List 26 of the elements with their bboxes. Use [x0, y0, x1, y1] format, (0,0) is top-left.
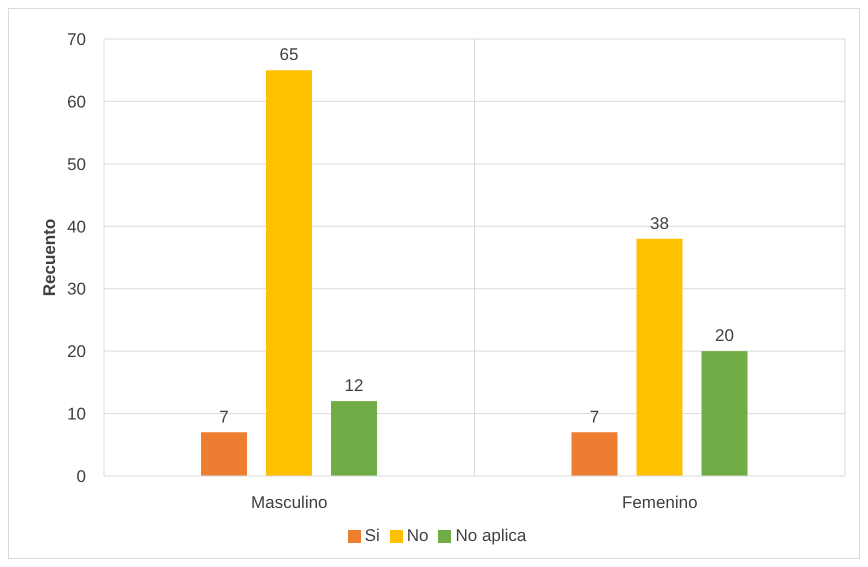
x-tick-label: Femenino — [622, 493, 698, 512]
y-axis-title: Recuento — [40, 218, 60, 296]
bar — [331, 401, 377, 476]
legend-label: Si — [364, 526, 380, 545]
y-tick-label: 70 — [67, 30, 86, 50]
legend-label: No aplica — [455, 526, 526, 545]
data-label: 20 — [715, 326, 734, 346]
y-tick-label: 10 — [67, 404, 86, 424]
bar — [702, 351, 748, 476]
legend-label: No — [406, 526, 428, 545]
y-tick-label: 60 — [67, 92, 86, 112]
x-tick-label: Masculino — [250, 493, 328, 512]
bar — [266, 70, 312, 476]
data-label: 38 — [650, 214, 669, 233]
y-tick-label: 40 — [67, 217, 86, 236]
bar — [572, 432, 618, 476]
y-tick-label: 0 — [76, 467, 86, 486]
data-label: 7 — [219, 407, 229, 426]
data-label: 7 — [590, 407, 600, 426]
y-tick-label: 50 — [67, 154, 86, 174]
bar — [201, 432, 247, 476]
bar — [636, 238, 682, 476]
y-tick-label: 20 — [67, 342, 86, 362]
data-label: 12 — [344, 376, 364, 396]
data-label: 65 — [280, 45, 298, 64]
y-tick-label: 30 — [67, 280, 86, 299]
